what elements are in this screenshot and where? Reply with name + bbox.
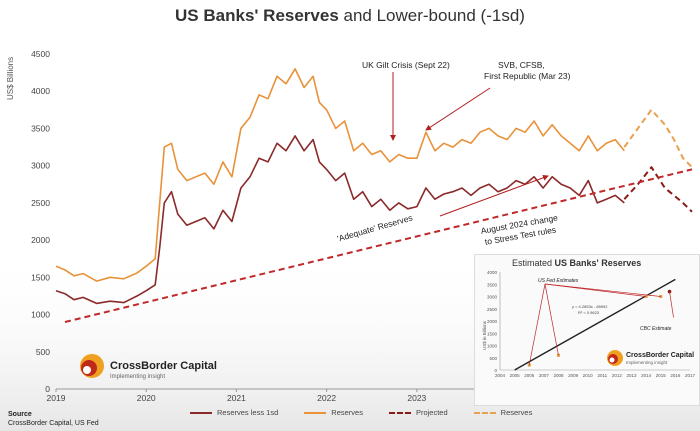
y-tick-label: 1500	[31, 272, 50, 282]
series-line-reserves	[623, 108, 693, 168]
legend-item: Reserves	[473, 408, 532, 417]
inset-y-tick-label: 3500	[487, 282, 498, 287]
series-line-reserves-less-1sd	[55, 135, 625, 305]
chart-title: US Banks' Reserves and Lower-bound (-1sd…	[175, 6, 525, 25]
inset-trend-line	[514, 278, 676, 371]
annotation-arrow	[439, 174, 549, 217]
x-tick-label: 2021	[227, 393, 246, 403]
y-tick-label: 2000	[31, 235, 50, 245]
inset-y-tick-label: 2000	[487, 319, 498, 324]
x-tick-label: 2023	[407, 393, 426, 403]
y-tick-label: 4000	[31, 86, 50, 96]
legend-item: Reserves	[304, 408, 363, 417]
annotation-svb-1: SVB, CFSB,	[498, 60, 545, 70]
y-tick-label: 3500	[31, 123, 50, 133]
y-tick-label: 500	[36, 347, 50, 357]
inset-x-tick-label: 2011	[597, 373, 607, 378]
series-line--adequate-reserves	[64, 168, 693, 323]
annotation-arrow	[425, 87, 491, 131]
inset-equation: y = 4.2853x - 85992	[572, 304, 608, 309]
inset-y-tick-label: 2500	[487, 307, 498, 312]
inset-x-tick-label: 2008	[553, 373, 564, 378]
y-tick-label: 1000	[31, 310, 50, 320]
inset-fed-label: US Fed Estimates	[538, 278, 579, 284]
y-tick-label: 4500	[31, 49, 50, 59]
inset-x-tick-label: 2010	[583, 373, 594, 378]
inset-x-tick-label: 2007	[539, 373, 550, 378]
inset-cbc-leader	[669, 291, 674, 318]
inset-x-tick-label: 2012	[612, 373, 623, 378]
inset-fed-leader	[528, 283, 546, 366]
x-tick-label: 2022	[317, 393, 336, 403]
inset-y-tick-label: 3000	[487, 295, 498, 300]
inset-cbc-label: CBC Estimate	[640, 326, 672, 332]
inset-fed-leader	[544, 283, 559, 356]
logo-tagline: Implementing insight	[110, 374, 166, 380]
y-tick-label: 3000	[31, 161, 50, 171]
legend-swatch	[190, 411, 212, 414]
inset-y-tick-label: 0	[494, 368, 497, 373]
inset-y-tick-label: 500	[489, 356, 497, 361]
inset-x-tick-label: 2006	[524, 373, 535, 378]
legend-item: Reserves less 1sd	[190, 408, 278, 417]
series-line-reserves	[55, 68, 625, 282]
inset-title: Estimated US Banks' Reserves	[512, 258, 642, 268]
logo-tagline-small: Implementing insight	[626, 360, 668, 365]
legend-swatch	[473, 411, 496, 414]
inset-y-tick-label: 1000	[487, 344, 498, 349]
inset-y-tick-label: 1500	[487, 331, 498, 336]
inset-x-tick-label: 2009	[568, 373, 579, 378]
logo-name: CrossBorder Capital	[110, 360, 217, 372]
inset-x-tick-label: 2013	[627, 373, 638, 378]
annotation-svb-2: First Republic (Mar 23)	[484, 71, 571, 81]
inset-x-tick-label: 2016	[670, 373, 681, 378]
inset-x-tick-label: 2004	[495, 373, 506, 378]
inset-r-squared: R² = 0.9623	[578, 310, 600, 315]
inset-x-tick-label: 2015	[656, 373, 667, 378]
chart-legend: Reserves less 1sd Reserves Projected Res…	[190, 408, 532, 417]
crossborder-logo-icon-small	[607, 350, 623, 366]
inset-x-tick-label: 2014	[641, 373, 652, 378]
source-note: Source CrossBorder Capital, US Fed	[8, 411, 99, 427]
inset-x-tick-label: 2017	[685, 373, 696, 378]
inset-panel	[474, 254, 700, 406]
x-tick-label: 2019	[47, 393, 66, 403]
y-tick-label: 0	[45, 384, 50, 394]
annotation-gilt: UK Gilt Crisis (Sept 22)	[362, 60, 450, 70]
inset-fed-leader	[544, 283, 661, 297]
logo-name-small: CrossBorder Capital	[626, 352, 695, 359]
legend-item: Projected	[388, 408, 448, 417]
legend-swatch	[388, 411, 411, 414]
inset-x-tick-label: 2005	[510, 373, 521, 378]
series-line-projected	[623, 166, 693, 213]
y-tick-label: 2500	[31, 198, 50, 208]
x-tick-label: 2020	[137, 393, 156, 403]
legend-swatch	[304, 411, 327, 414]
crossborder-logo-icon	[80, 354, 104, 378]
inset-y-tick-label: 4000	[487, 270, 498, 275]
inset-y-axis-label: US$ in Billions	[482, 320, 487, 350]
